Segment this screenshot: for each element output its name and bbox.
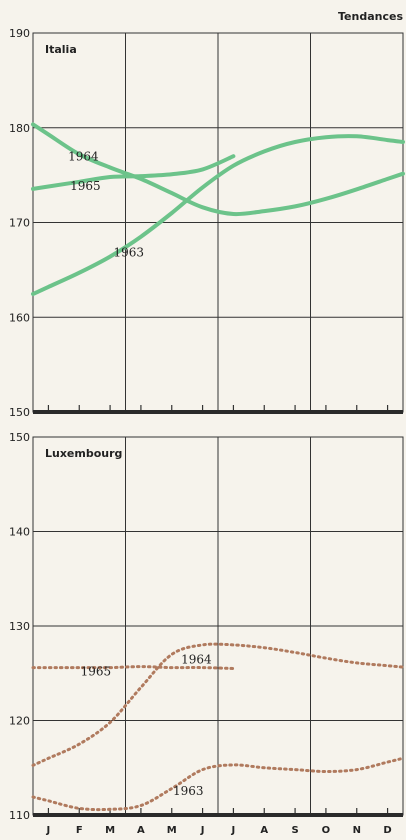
series-line-1963 [31,134,405,296]
x-tick-label: A [137,825,145,836]
y-tick-label: 160 [9,311,30,324]
chart-panel-1: 150 160 170 180 190 Italia 1964 1965 1963 [9,27,405,419]
x-tick-label: S [291,825,298,836]
series-label-1964: 1964 [68,149,99,163]
x-tick-label: J [231,825,236,836]
series-label-1963: 1963 [173,784,204,798]
x-tick-label: J [200,825,205,836]
series-label-1964: 1964 [181,653,212,667]
x-tick-label: M [167,825,177,836]
series-label-1965: 1965 [70,179,101,193]
series-line-1964 [31,122,405,217]
x-tick-label: O [322,825,331,836]
y-tick-label: 150 [9,431,30,444]
chart-panel-2: 110 120 130 140 150 Luxembourg 1965 1964 1963 J F M… [9,431,405,836]
series-label-1963: 1963 [114,246,145,260]
series-label-1965: 1965 [81,665,112,679]
y-tick-label: 180 [9,122,30,135]
panel-title: Italia [45,43,77,56]
y-tick-label: 110 [9,809,30,822]
x-tick-label: D [383,825,391,836]
series-line-1964 [31,642,405,767]
y-tick-label: 120 [9,715,30,728]
y-tick-label: 170 [9,217,30,230]
x-tick-label: N [353,825,361,836]
x-tick-label: J [46,825,51,836]
series-line-1963 [31,756,405,812]
y-tick-label: 130 [9,620,30,633]
y-tick-label: 190 [9,27,30,40]
panel-title: Luxembourg [45,447,122,460]
x-tick-label: A [260,825,268,836]
series-line-1965 [31,154,236,191]
y-tick-label: 150 [9,406,30,419]
x-tick-label: F [76,825,83,836]
header-label: Tendances [338,10,403,23]
x-tick-label: M [105,825,115,836]
y-tick-label: 140 [9,526,30,539]
series-line-1965 [31,665,235,670]
